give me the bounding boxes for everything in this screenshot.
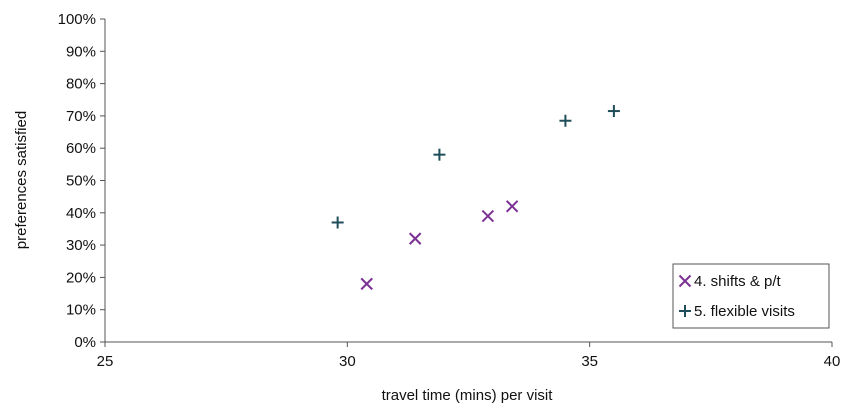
x-tick-label: 40 bbox=[824, 353, 841, 370]
data-point-series-1 bbox=[505, 200, 519, 213]
data-point-series-2 bbox=[433, 148, 446, 161]
y-tick-label: 40% bbox=[66, 205, 96, 222]
data-point-series-1 bbox=[408, 232, 422, 245]
legend-label: 4. shifts & p/t bbox=[694, 273, 782, 290]
data-point-series-1 bbox=[360, 277, 373, 291]
y-axis-title: preferences satisfied bbox=[13, 111, 30, 249]
y-axis-ticks: 0% 10% 20% 30% 40% 50% 60% 70% 80% 90% 100% bbox=[58, 11, 105, 351]
data-point-series-2 bbox=[559, 114, 572, 127]
x-axis-title: travel time (mins) per visit bbox=[382, 387, 554, 404]
y-tick-label: 0% bbox=[74, 334, 96, 351]
legend-label: 5. flexible visits bbox=[694, 303, 795, 320]
x-tick-label: 30 bbox=[339, 353, 356, 370]
y-tick-label: 10% bbox=[66, 302, 96, 319]
legend: 4. shifts & p/t 5. flexible visits bbox=[672, 263, 830, 329]
x-tick-label: 35 bbox=[581, 353, 598, 370]
data-point-series-1 bbox=[481, 209, 495, 223]
y-tick-label: 60% bbox=[66, 140, 96, 157]
legend-marker-series-2 bbox=[679, 305, 691, 317]
x-tick-label: 25 bbox=[97, 353, 114, 370]
y-tick-label: 90% bbox=[66, 43, 96, 60]
y-tick-label: 50% bbox=[66, 173, 96, 190]
x-axis-ticks: 25 30 35 40 bbox=[97, 342, 841, 370]
data-point-series-2 bbox=[331, 216, 344, 229]
y-tick-label: 20% bbox=[66, 269, 96, 286]
y-tick-label: 30% bbox=[66, 237, 96, 254]
legend-box bbox=[672, 263, 830, 329]
legend-marker-series-1 bbox=[678, 274, 692, 288]
data-points bbox=[331, 105, 620, 291]
y-tick-label: 70% bbox=[66, 108, 96, 125]
y-tick-label: 80% bbox=[66, 76, 96, 93]
y-tick-label: 100% bbox=[58, 11, 96, 28]
data-point-series-2 bbox=[607, 105, 620, 118]
